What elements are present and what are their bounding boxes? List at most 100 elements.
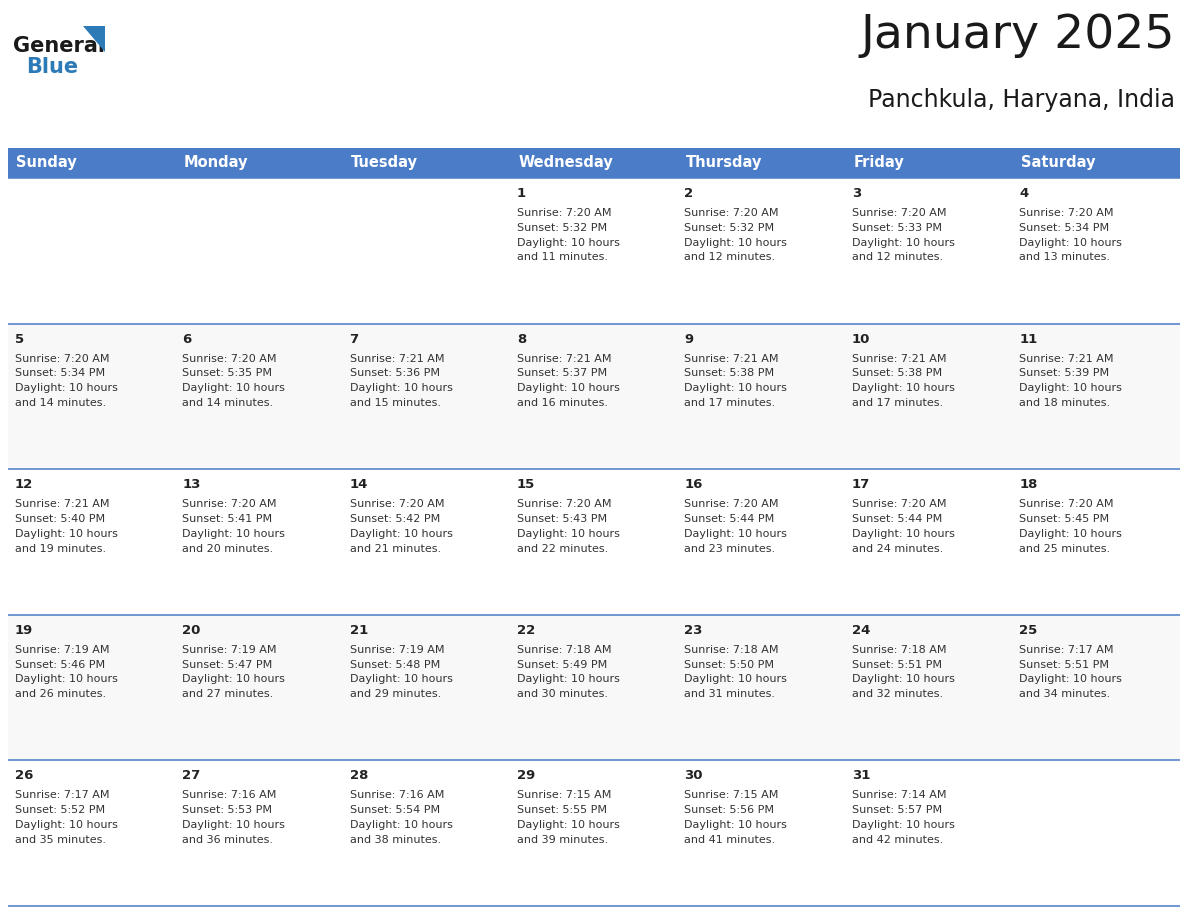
Text: 27: 27: [182, 769, 201, 782]
Text: Daylight: 10 hours: Daylight: 10 hours: [14, 529, 118, 539]
Text: Sunrise: 7:15 AM: Sunrise: 7:15 AM: [684, 790, 779, 800]
Bar: [8, 178, 1180, 324]
Text: and 41 minutes.: and 41 minutes.: [684, 834, 776, 845]
Text: Sunrise: 7:21 AM: Sunrise: 7:21 AM: [684, 353, 779, 364]
Text: Sunset: 5:44 PM: Sunset: 5:44 PM: [684, 514, 775, 524]
Text: Daylight: 10 hours: Daylight: 10 hours: [349, 383, 453, 393]
Text: and 39 minutes.: and 39 minutes.: [517, 834, 608, 845]
Text: and 22 minutes.: and 22 minutes.: [517, 543, 608, 554]
Text: Sunset: 5:38 PM: Sunset: 5:38 PM: [852, 368, 942, 378]
Text: Sunset: 5:32 PM: Sunset: 5:32 PM: [684, 223, 775, 233]
Text: Sunset: 5:51 PM: Sunset: 5:51 PM: [852, 660, 942, 669]
Text: Daylight: 10 hours: Daylight: 10 hours: [517, 820, 620, 830]
Text: 10: 10: [852, 332, 871, 345]
Text: General: General: [13, 36, 105, 56]
Text: and 38 minutes.: and 38 minutes.: [349, 834, 441, 845]
Text: and 32 minutes.: and 32 minutes.: [852, 689, 943, 700]
Text: 6: 6: [182, 332, 191, 345]
Bar: [8, 615, 1180, 760]
Text: Sunset: 5:52 PM: Sunset: 5:52 PM: [14, 805, 105, 815]
Text: Sunrise: 7:20 AM: Sunrise: 7:20 AM: [852, 499, 947, 509]
Text: and 36 minutes.: and 36 minutes.: [182, 834, 273, 845]
Text: Sunrise: 7:18 AM: Sunrise: 7:18 AM: [684, 644, 779, 655]
Text: Daylight: 10 hours: Daylight: 10 hours: [14, 383, 118, 393]
Text: Sunrise: 7:18 AM: Sunrise: 7:18 AM: [852, 644, 947, 655]
Text: Daylight: 10 hours: Daylight: 10 hours: [852, 820, 955, 830]
Text: Sunset: 5:48 PM: Sunset: 5:48 PM: [349, 660, 440, 669]
Text: Sunset: 5:36 PM: Sunset: 5:36 PM: [349, 368, 440, 378]
Text: Daylight: 10 hours: Daylight: 10 hours: [1019, 529, 1123, 539]
Text: Daylight: 10 hours: Daylight: 10 hours: [517, 529, 620, 539]
Text: Sunset: 5:37 PM: Sunset: 5:37 PM: [517, 368, 607, 378]
Text: Sunset: 5:49 PM: Sunset: 5:49 PM: [517, 660, 607, 669]
Text: Daylight: 10 hours: Daylight: 10 hours: [14, 675, 118, 685]
Text: Sunrise: 7:20 AM: Sunrise: 7:20 AM: [14, 353, 109, 364]
Text: 13: 13: [182, 478, 201, 491]
Text: Daylight: 10 hours: Daylight: 10 hours: [684, 529, 788, 539]
Text: 21: 21: [349, 624, 368, 637]
Text: Sunset: 5:32 PM: Sunset: 5:32 PM: [517, 223, 607, 233]
Text: Saturday: Saturday: [1020, 155, 1095, 171]
Text: and 18 minutes.: and 18 minutes.: [1019, 398, 1111, 408]
Text: Sunset: 5:40 PM: Sunset: 5:40 PM: [14, 514, 105, 524]
Text: Sunset: 5:51 PM: Sunset: 5:51 PM: [1019, 660, 1110, 669]
Text: Sunrise: 7:21 AM: Sunrise: 7:21 AM: [852, 353, 947, 364]
Text: Sunset: 5:46 PM: Sunset: 5:46 PM: [14, 660, 105, 669]
Text: 29: 29: [517, 769, 536, 782]
Text: Sunset: 5:57 PM: Sunset: 5:57 PM: [852, 805, 942, 815]
Text: Monday: Monday: [184, 155, 248, 171]
Text: Sunset: 5:41 PM: Sunset: 5:41 PM: [182, 514, 272, 524]
Text: Sunset: 5:56 PM: Sunset: 5:56 PM: [684, 805, 775, 815]
Text: Daylight: 10 hours: Daylight: 10 hours: [349, 529, 453, 539]
Text: Sunrise: 7:20 AM: Sunrise: 7:20 AM: [517, 499, 612, 509]
Text: Sunrise: 7:20 AM: Sunrise: 7:20 AM: [182, 353, 277, 364]
Text: and 26 minutes.: and 26 minutes.: [14, 689, 106, 700]
Text: Wednesday: Wednesday: [519, 155, 613, 171]
Text: 2: 2: [684, 187, 694, 200]
Text: Sunrise: 7:20 AM: Sunrise: 7:20 AM: [1019, 499, 1114, 509]
Text: 30: 30: [684, 769, 703, 782]
Text: and 15 minutes.: and 15 minutes.: [349, 398, 441, 408]
Bar: [8, 324, 1180, 469]
Text: 28: 28: [349, 769, 368, 782]
Text: Sunrise: 7:20 AM: Sunrise: 7:20 AM: [349, 499, 444, 509]
Text: Sunset: 5:33 PM: Sunset: 5:33 PM: [852, 223, 942, 233]
Text: Sunrise: 7:21 AM: Sunrise: 7:21 AM: [14, 499, 109, 509]
Text: and 24 minutes.: and 24 minutes.: [852, 543, 943, 554]
Text: and 21 minutes.: and 21 minutes.: [349, 543, 441, 554]
Text: Sunrise: 7:21 AM: Sunrise: 7:21 AM: [349, 353, 444, 364]
Text: Daylight: 10 hours: Daylight: 10 hours: [684, 820, 788, 830]
Text: 22: 22: [517, 624, 536, 637]
Text: Sunset: 5:55 PM: Sunset: 5:55 PM: [517, 805, 607, 815]
Text: Sunrise: 7:21 AM: Sunrise: 7:21 AM: [517, 353, 612, 364]
Text: Daylight: 10 hours: Daylight: 10 hours: [852, 383, 955, 393]
Text: and 25 minutes.: and 25 minutes.: [1019, 543, 1111, 554]
Text: and 17 minutes.: and 17 minutes.: [684, 398, 776, 408]
Text: Sunrise: 7:20 AM: Sunrise: 7:20 AM: [684, 499, 779, 509]
Text: Sunset: 5:44 PM: Sunset: 5:44 PM: [852, 514, 942, 524]
Text: Sunrise: 7:19 AM: Sunrise: 7:19 AM: [182, 644, 277, 655]
Text: Thursday: Thursday: [687, 155, 763, 171]
Text: 1: 1: [517, 187, 526, 200]
Text: Daylight: 10 hours: Daylight: 10 hours: [182, 529, 285, 539]
Text: Sunset: 5:53 PM: Sunset: 5:53 PM: [182, 805, 272, 815]
Text: 16: 16: [684, 478, 703, 491]
Text: 17: 17: [852, 478, 870, 491]
Text: and 23 minutes.: and 23 minutes.: [684, 543, 776, 554]
Text: Sunrise: 7:17 AM: Sunrise: 7:17 AM: [14, 790, 109, 800]
Bar: [8, 148, 176, 178]
Text: Sunset: 5:39 PM: Sunset: 5:39 PM: [1019, 368, 1110, 378]
Text: Sunset: 5:43 PM: Sunset: 5:43 PM: [517, 514, 607, 524]
Text: and 12 minutes.: and 12 minutes.: [852, 252, 943, 263]
Text: 31: 31: [852, 769, 871, 782]
Bar: [176, 148, 343, 178]
Text: Sunrise: 7:14 AM: Sunrise: 7:14 AM: [852, 790, 947, 800]
Text: 23: 23: [684, 624, 703, 637]
Bar: [677, 148, 845, 178]
Text: Sunset: 5:38 PM: Sunset: 5:38 PM: [684, 368, 775, 378]
Text: 15: 15: [517, 478, 536, 491]
Text: Daylight: 10 hours: Daylight: 10 hours: [1019, 383, 1123, 393]
Text: 25: 25: [1019, 624, 1037, 637]
Bar: [1012, 148, 1180, 178]
Text: Sunrise: 7:20 AM: Sunrise: 7:20 AM: [852, 208, 947, 218]
